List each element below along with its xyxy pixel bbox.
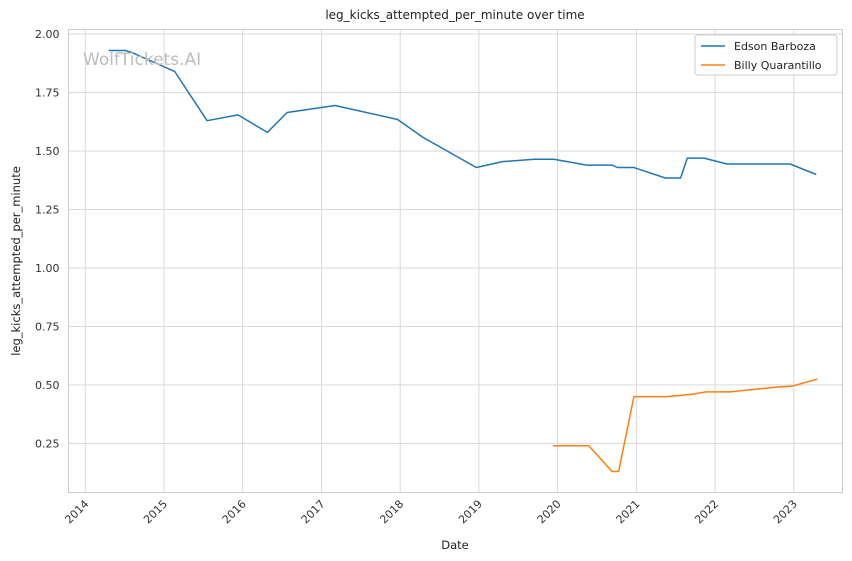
- x-axis-title: Date: [441, 538, 469, 552]
- x-tick-labels: 2014 2015 2016 2017 2018 2019 2020 2021 2022 2023: [62, 497, 799, 526]
- x-tick-label: 2022: [692, 497, 721, 526]
- x-tick-label: 2018: [377, 497, 406, 526]
- x-tick-label: 2021: [614, 497, 643, 526]
- y-tick-label: 0.25: [35, 437, 60, 450]
- y-tick-label: 0.75: [35, 320, 60, 333]
- y-tick-label: 1.00: [35, 262, 60, 275]
- chart-title: leg_kicks_attempted_per_minute over time: [325, 8, 584, 22]
- x-tick-label: 2014: [62, 497, 91, 526]
- legend: Edson Barboza Billy Quarantillo: [694, 34, 838, 76]
- watermark: WolfTickets.AI: [83, 50, 201, 70]
- y-tick-label: 1.50: [35, 145, 60, 158]
- series-line-0: [108, 49, 817, 179]
- grid-lines: [68, 29, 843, 493]
- y-tick-label: 1.75: [35, 87, 60, 100]
- x-tick-label: 2016: [220, 497, 249, 526]
- y-tick-label: 0.50: [35, 379, 60, 392]
- x-tick-label: 2019: [456, 497, 485, 526]
- x-tick-label: 2023: [771, 497, 800, 526]
- x-tick-label: 2017: [299, 497, 328, 526]
- y-tick-label: 1.25: [35, 204, 60, 217]
- plot-frame: [68, 29, 843, 493]
- x-tick-label: 2020: [535, 497, 564, 526]
- legend-label: Edson Barboza: [734, 40, 816, 53]
- y-tick-labels: 0.25 0.50 0.75 1.00 1.25 1.50 1.75 2.00: [35, 28, 60, 450]
- series-line-1: [552, 378, 818, 473]
- x-tick-label: 2015: [141, 497, 170, 526]
- legend-label: Billy Quarantillo: [734, 59, 822, 72]
- legend-box: [694, 34, 838, 76]
- y-axis-title: leg_kicks_attempted_per_minute: [9, 166, 23, 356]
- y-tick-label: 2.00: [35, 28, 60, 41]
- plot-lines: [108, 49, 818, 473]
